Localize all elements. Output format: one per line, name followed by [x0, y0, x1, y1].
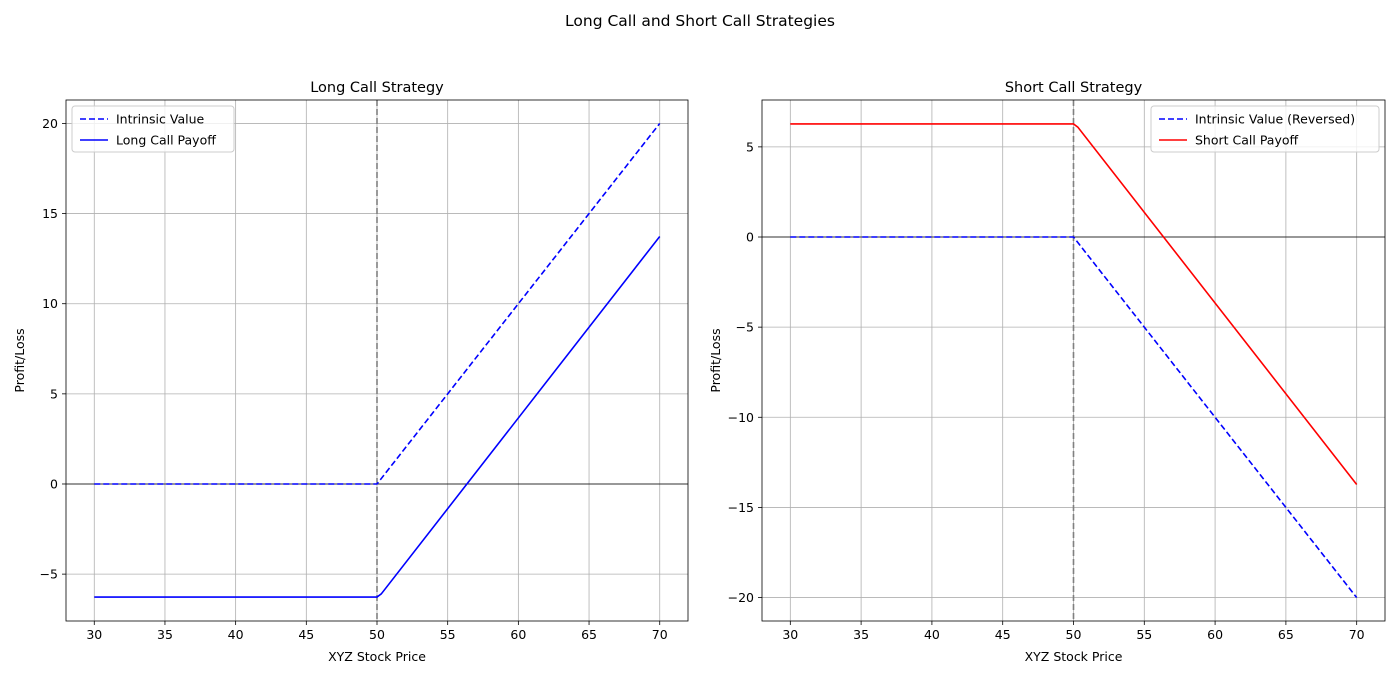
x-tick-label: 60	[1207, 627, 1223, 642]
y-tick-label: 5	[746, 139, 754, 154]
legend-label-0: Intrinsic Value (Reversed)	[1195, 112, 1355, 127]
x-tick-label: 65	[581, 627, 597, 642]
legend: Intrinsic Value (Reversed) Short Call Pay…	[1150, 105, 1380, 153]
x-tick-label: 50	[369, 627, 385, 642]
y-tick-label: −5	[40, 567, 58, 582]
short-call-chart: 30 35 40 45 50 55 60 65 70 −20 −15 −10 −5 0 5 Short Cal…	[708, 80, 1386, 664]
series-line-0	[790, 236, 1358, 599]
legend-label-1: Short Call Payoff	[1195, 133, 1299, 148]
chart-title: Long Call Strategy	[310, 80, 444, 96]
x-tick-label: 40	[228, 627, 244, 642]
y-tick-label: −10	[728, 410, 754, 425]
x-tick-label: 70	[1349, 627, 1365, 642]
y-axis-label: Profit/Loss	[12, 328, 27, 392]
x-tick-label: 35	[853, 627, 869, 642]
y-axis-label: Profit/Loss	[708, 328, 723, 392]
x-axis-label: XYZ Stock Price	[1025, 649, 1123, 664]
y-tick-label: 10	[42, 296, 58, 311]
long-call-chart: 30 35 40 45 50 55 60 65 70 −5 0 5 10 15 20 Long Call St…	[12, 80, 689, 664]
legend-box	[71, 105, 235, 153]
x-tick-label: 45	[298, 627, 314, 642]
x-tick-label: 50	[1066, 627, 1082, 642]
x-tick-label: 40	[924, 627, 940, 642]
x-tick-label: 45	[995, 627, 1011, 642]
y-tick-label: −20	[728, 590, 754, 605]
y-tick-label: 15	[42, 206, 58, 221]
y-tick-label: 5	[50, 386, 58, 401]
x-axis-label: XYZ Stock Price	[328, 649, 426, 664]
series-line-1	[790, 123, 1358, 486]
series-line-0	[94, 122, 661, 485]
legend-label-1: Long Call Payoff	[116, 133, 216, 148]
x-tick-label: 55	[440, 627, 456, 642]
chart-title: Short Call Strategy	[1005, 80, 1143, 96]
x-tick-label: 70	[652, 627, 668, 642]
x-tick-label: 60	[510, 627, 526, 642]
x-tick-label: 30	[86, 627, 102, 642]
x-tick-label: 35	[157, 627, 173, 642]
y-tick-label: −5	[736, 320, 754, 335]
legend-box	[1150, 105, 1380, 153]
y-tick-label: 0	[50, 476, 58, 491]
x-tick-label: 55	[1136, 627, 1152, 642]
x-tick-label: 65	[1278, 627, 1294, 642]
y-tick-label: 20	[42, 116, 58, 131]
series-line-1	[94, 235, 661, 598]
y-tick-label: 0	[746, 230, 754, 245]
figure-suptitle: Long Call and Short Call Strategies	[565, 12, 835, 30]
x-tick-label: 30	[782, 627, 798, 642]
y-tick-label: −15	[728, 500, 754, 515]
legend: Intrinsic Value Long Call Payoff	[71, 105, 235, 153]
legend-label-0: Intrinsic Value	[116, 112, 205, 127]
